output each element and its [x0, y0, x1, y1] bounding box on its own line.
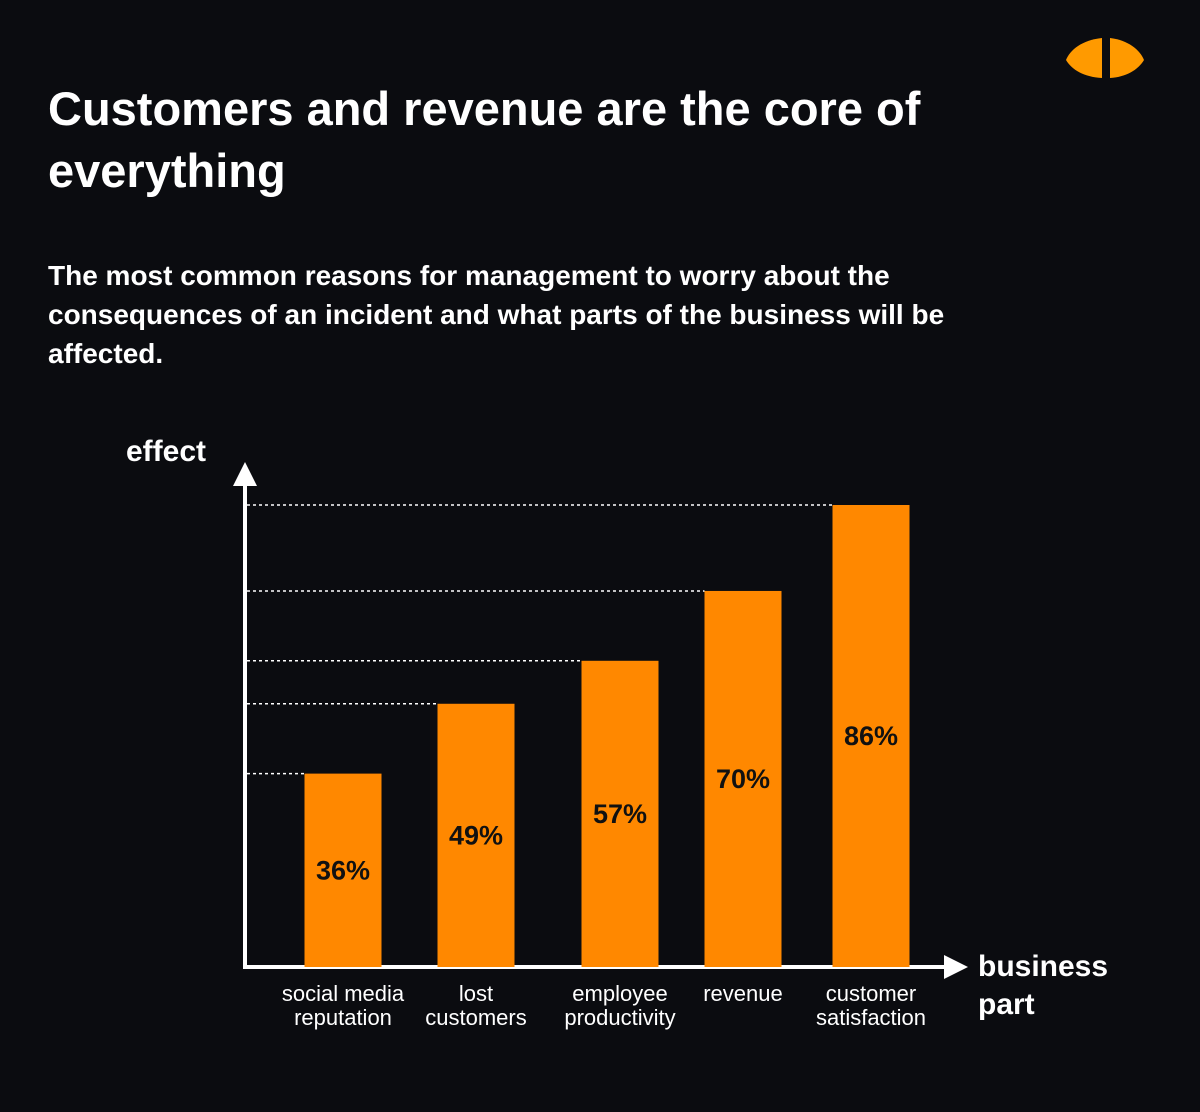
x-tick-label: customer satisfaction — [815, 981, 927, 1030]
bar — [581, 660, 659, 967]
title: Customers and revenue are the core of ev… — [48, 82, 921, 197]
bar — [704, 590, 782, 967]
y-axis-arrow — [233, 462, 257, 486]
value-label: 70% — [716, 764, 770, 794]
x-tick-label: lost customers — [425, 981, 527, 1030]
value-label: 36% — [316, 855, 370, 885]
x-tick-label: revenue — [703, 981, 783, 1006]
subtitle: The most common reasons for management t… — [48, 260, 945, 369]
x-axis-arrow — [944, 955, 968, 979]
logo — [1066, 38, 1144, 78]
x-axis-label: business part — [978, 950, 1109, 1021]
bar — [437, 703, 515, 967]
value-label: 49% — [449, 820, 503, 850]
value-label: 86% — [844, 721, 898, 751]
bar — [832, 505, 910, 967]
y-axis-label: effect — [126, 435, 207, 468]
x-tick-label: social media reputation — [281, 981, 405, 1030]
x-tick-label: employee productivity — [564, 981, 676, 1030]
bar — [304, 773, 382, 967]
value-label: 57% — [593, 799, 647, 829]
